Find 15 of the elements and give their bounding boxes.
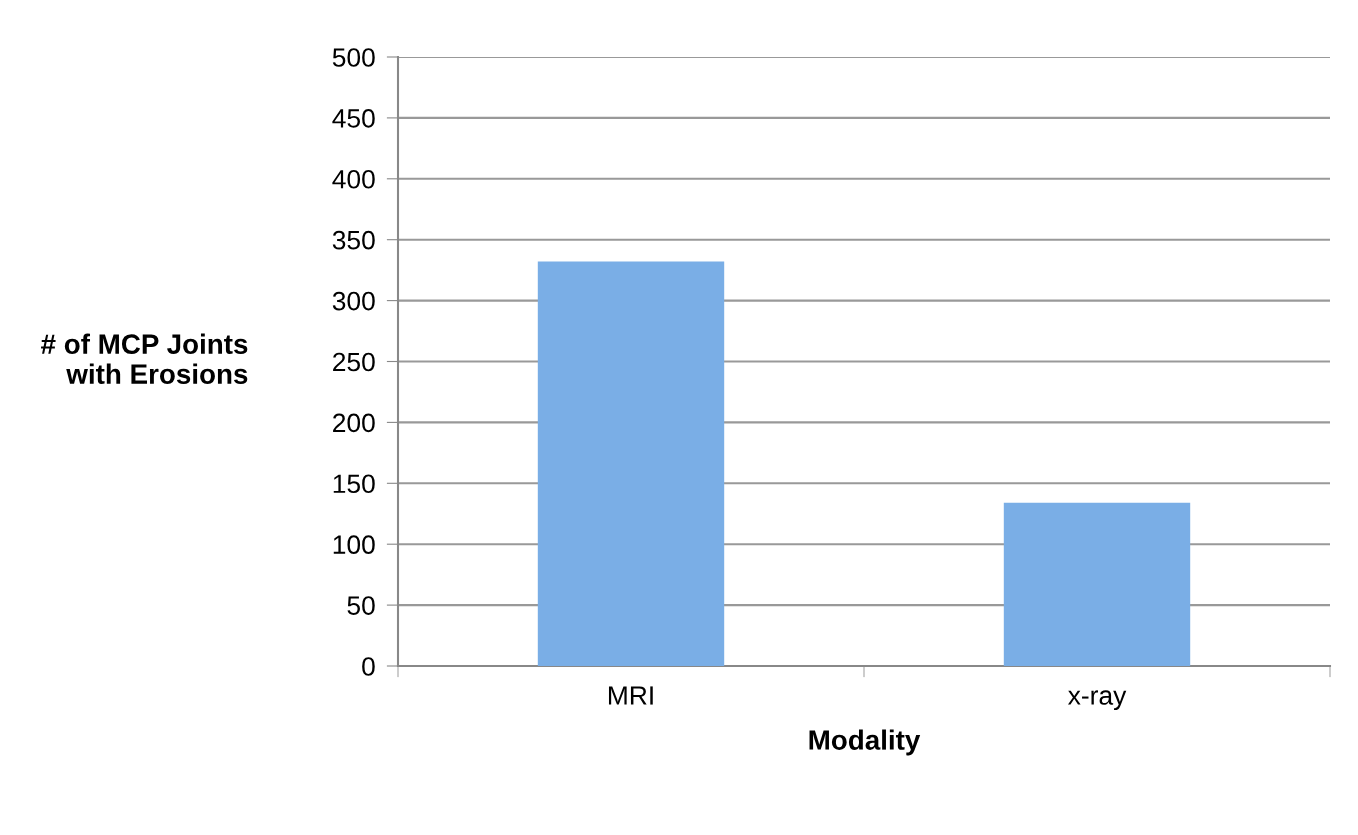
y-tick-label: 300	[332, 291, 375, 311]
y-tick-label: 400	[332, 169, 375, 189]
y-tick-label: 500	[332, 48, 375, 67]
x-tick-label: x-ray	[1067, 690, 1127, 711]
y-tick-label: 450	[332, 109, 375, 128]
x-tick-label: MRI	[608, 686, 653, 705]
x-axis-title: Modality	[809, 729, 921, 756]
y-tick-label: 50	[347, 596, 375, 615]
y-tick-label: 200	[333, 413, 375, 433]
y-tick-label: 0	[362, 657, 375, 676]
y-tick-label: 150	[333, 474, 375, 494]
y-axis-title: # of MCP Joints with Erosions	[41, 333, 248, 384]
y-tick-label: 100	[333, 535, 375, 555]
y-tick-label: 250	[333, 352, 375, 372]
y-tick-label: 350	[332, 230, 375, 250]
